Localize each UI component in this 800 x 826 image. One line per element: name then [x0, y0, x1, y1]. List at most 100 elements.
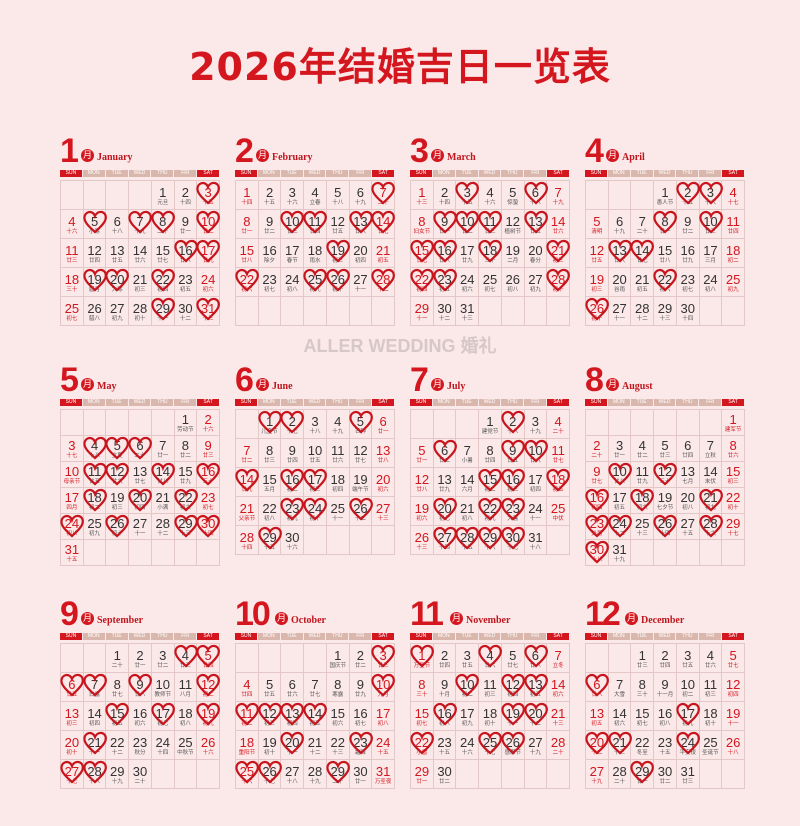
day-10[interactable]: 10 廿六: [523, 439, 548, 468]
day-8[interactable]: 8 寒露: [326, 673, 350, 702]
day-6[interactable]: 6 廿六: [281, 673, 305, 702]
day-18[interactable]: 18 三十: [61, 268, 84, 297]
day-26[interactable]: 26 十三: [411, 526, 434, 555]
day-28[interactable]: 28 十六: [698, 514, 723, 540]
day-2[interactable]: 2 十四: [174, 181, 198, 210]
day-10[interactable]: 10 廿二: [196, 210, 221, 239]
day-4[interactable]: 4 立春: [304, 181, 327, 210]
day-22[interactable]: 22 十三: [326, 731, 350, 760]
day-4[interactable]: 4 十六: [479, 181, 502, 210]
day-25[interactable]: 25 中伏: [547, 497, 570, 526]
day-20[interactable]: 20 春分: [524, 239, 548, 268]
day-19[interactable]: 19 十一: [501, 702, 525, 731]
day-14[interactable]: 14 廿九: [235, 468, 259, 497]
day-12[interactable]: 12 廿五: [586, 239, 609, 268]
day-5[interactable]: 5 廿七: [501, 644, 525, 673]
day-20[interactable]: 20 十二: [523, 702, 548, 731]
day-30[interactable]: 30 廿一: [349, 760, 373, 789]
day-23[interactable]: 23 初五: [433, 268, 457, 297]
day-28[interactable]: 28 十二: [151, 514, 175, 540]
day-30[interactable]: 30 二十: [129, 760, 152, 789]
day-23[interactable]: 23 十五: [433, 731, 457, 760]
day-4[interactable]: 4 廿二: [631, 436, 655, 462]
day-17[interactable]: 17 初九: [456, 702, 480, 731]
day-7[interactable]: 7 立冬: [547, 644, 570, 673]
day-29[interactable]: 29 十六: [478, 526, 503, 555]
day-8[interactable]: 8 廿四: [479, 439, 502, 468]
day-8[interactable]: 8 廿一: [236, 210, 259, 239]
day-31[interactable]: 31 十九: [608, 540, 632, 566]
day-6[interactable]: 6 二十: [128, 436, 153, 462]
day-26[interactable]: 26 感恩节: [501, 731, 525, 760]
day-1[interactable]: 1 廿三: [631, 644, 655, 673]
day-16[interactable]: 16 初二: [280, 468, 305, 497]
day-22[interactable]: 22 十二: [106, 731, 130, 760]
day-27[interactable]: 27 十五: [676, 514, 700, 540]
day-20[interactable]: 20 谷雨: [608, 268, 632, 297]
day-9[interactable]: 9 廿二: [258, 210, 282, 239]
day-21[interactable]: 21 初九: [698, 488, 723, 514]
day-28[interactable]: 28 十五: [455, 526, 480, 555]
day-17[interactable]: 17 春节: [281, 239, 305, 268]
day-1[interactable]: 1 建军节: [722, 410, 745, 436]
day-12[interactable]: 12 初二: [196, 673, 221, 702]
day-23[interactable]: 23 秋分: [129, 731, 152, 760]
day-13[interactable]: 13 廿五: [106, 239, 130, 268]
day-28[interactable]: 28 初十: [129, 297, 152, 326]
day-15[interactable]: 15 初三: [722, 462, 745, 488]
day-29[interactable]: 29 廿一: [630, 760, 655, 789]
day-20[interactable]: 20 十一: [280, 731, 305, 760]
day-12[interactable]: 12 廿五: [326, 210, 350, 239]
day-17[interactable]: 17 廿九: [196, 239, 221, 268]
day-17[interactable]: 17 初八: [372, 702, 395, 731]
day-16[interactable]: 16 廿八: [433, 239, 457, 268]
day-9[interactable]: 9 廿一: [174, 210, 198, 239]
day-4[interactable]: 4 十八: [83, 436, 107, 462]
day-7[interactable]: 7 大雪: [608, 673, 632, 702]
day-14[interactable]: 14 廿七: [630, 239, 655, 268]
day-23[interactable]: 23 处暑: [585, 514, 609, 540]
day-31[interactable]: 31 廿三: [676, 760, 700, 789]
day-2[interactable]: 2 二十: [586, 436, 609, 462]
day-29[interactable]: 29 十七: [722, 514, 745, 540]
day-15[interactable]: 15 初六: [326, 702, 350, 731]
day-21[interactable]: 21 十三: [608, 731, 632, 760]
day-11[interactable]: 11 初三: [479, 673, 502, 702]
day-28[interactable]: 28 十四: [236, 526, 259, 555]
day-8[interactable]: 8 廿二: [174, 436, 198, 462]
day-4[interactable]: 4 十九: [326, 410, 350, 439]
day-22[interactable]: 22 初八: [258, 497, 282, 526]
day-10[interactable]: 10 廿三: [698, 210, 723, 239]
day-24[interactable]: 24 十六: [456, 731, 480, 760]
day-13[interactable]: 13 初五: [586, 702, 609, 731]
day-5[interactable]: 5 廿一: [411, 439, 434, 468]
day-30[interactable]: 30 十六: [281, 526, 305, 555]
day-14[interactable]: 14 初四: [83, 702, 107, 731]
day-31[interactable]: 31 万圣夜: [372, 760, 395, 789]
day-16[interactable]: 16 初四: [585, 488, 609, 514]
day-19[interactable]: 19 初三: [106, 488, 130, 514]
day-9[interactable]: 9 十一月: [654, 673, 677, 702]
day-3[interactable]: 3 廿一: [608, 436, 632, 462]
day-15[interactable]: 15 初二: [478, 468, 503, 497]
day-4[interactable]: 4 十七: [722, 181, 745, 210]
day-13[interactable]: 13 廿六: [608, 239, 632, 268]
day-22[interactable]: 22 初六: [173, 488, 198, 514]
day-5[interactable]: 5 廿四: [196, 644, 221, 673]
day-19[interactable]: 19 初六: [411, 497, 434, 526]
day-3[interactable]: 3 廿二: [151, 644, 175, 673]
day-21[interactable]: 21 十三: [547, 702, 570, 731]
day-7[interactable]: 7 立秋: [699, 436, 723, 462]
day-14[interactable]: 14 廿六: [129, 239, 152, 268]
day-19[interactable]: 19 七夕节: [654, 488, 677, 514]
day-26[interactable]: 26 十八: [722, 731, 745, 760]
day-24[interactable]: 24 平安夜: [676, 731, 700, 760]
day-29[interactable]: 29 十五: [258, 526, 282, 555]
day-28[interactable]: 28 初十: [546, 268, 571, 297]
day-25[interactable]: 25 十七: [478, 731, 503, 760]
day-4[interactable]: 4 廿六: [699, 644, 723, 673]
day-27[interactable]: 27 十一: [608, 297, 632, 326]
day-19[interactable]: 19 十一: [722, 702, 745, 731]
day-3[interactable]: 3 十五: [455, 181, 480, 210]
day-28[interactable]: 28 二十: [547, 731, 570, 760]
